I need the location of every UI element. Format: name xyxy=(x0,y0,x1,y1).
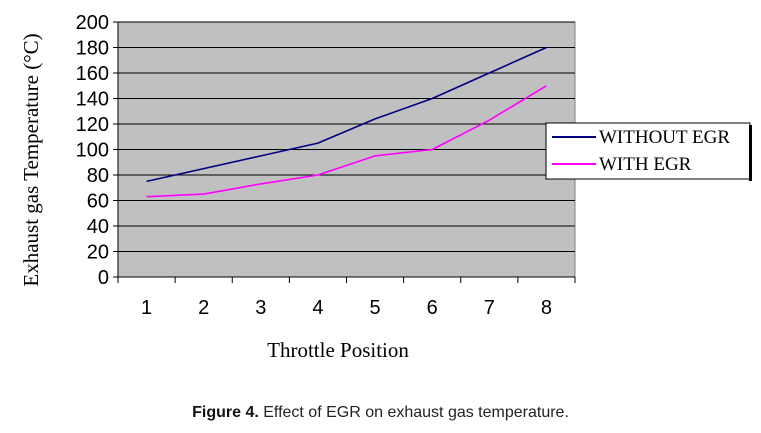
figure-caption: Figure 4. Effect of EGR on exhaust gas t… xyxy=(0,404,761,422)
x-tick-label-3: 3 xyxy=(255,297,266,319)
y-tick-label-200: 200 xyxy=(76,12,109,34)
series-line-without-egr xyxy=(146,46,547,183)
y-tick-labels: 0 20 40 60 80 100 120 140 160 180 200 xyxy=(76,12,109,289)
y-tick-label-0: 0 xyxy=(98,267,109,289)
y-tick-label-180: 180 xyxy=(76,38,109,60)
y-tick-label-140: 140 xyxy=(76,89,109,111)
x-tick-label-7: 7 xyxy=(484,297,495,319)
legend-box xyxy=(545,122,751,180)
gridlines xyxy=(118,21,575,252)
series-lines xyxy=(146,46,547,198)
legend-label-without-egr: WITHOUT EGR xyxy=(599,127,730,148)
axes xyxy=(113,21,576,283)
y-tick-label-60: 60 xyxy=(87,191,109,213)
x-tick-label-1: 1 xyxy=(141,297,152,319)
x-tick-label-5: 5 xyxy=(370,297,381,319)
y-tick-label-120: 120 xyxy=(76,114,109,136)
legend-shadow xyxy=(749,125,752,181)
x-tick-label-2: 2 xyxy=(198,297,209,319)
y-tick-label-40: 40 xyxy=(87,216,109,238)
x-tick-label-8: 8 xyxy=(541,297,552,319)
legend: WITHOUT EGR WITH EGR xyxy=(545,122,752,181)
y-tick-label-80: 80 xyxy=(87,165,109,187)
legend-label-with-egr: WITH EGR xyxy=(599,154,692,175)
x-axis-title: Throttle Position xyxy=(267,338,409,362)
x-tick-label-6: 6 xyxy=(427,297,438,319)
x-tick-labels: 1 2 3 4 5 6 7 8 xyxy=(141,297,552,319)
y-tick-label-160: 160 xyxy=(76,63,109,85)
series-line-with-egr xyxy=(146,85,547,198)
figure-label: Figure 4. xyxy=(192,404,259,421)
y-axis-title: Exhaust gas Temperature (°C) xyxy=(19,33,43,286)
y-tick-label-100: 100 xyxy=(76,140,109,162)
y-tick-label-20: 20 xyxy=(87,242,109,264)
x-tick-label-4: 4 xyxy=(312,297,323,319)
figure-caption-text: Effect of EGR on exhaust gas temperature… xyxy=(258,404,569,421)
